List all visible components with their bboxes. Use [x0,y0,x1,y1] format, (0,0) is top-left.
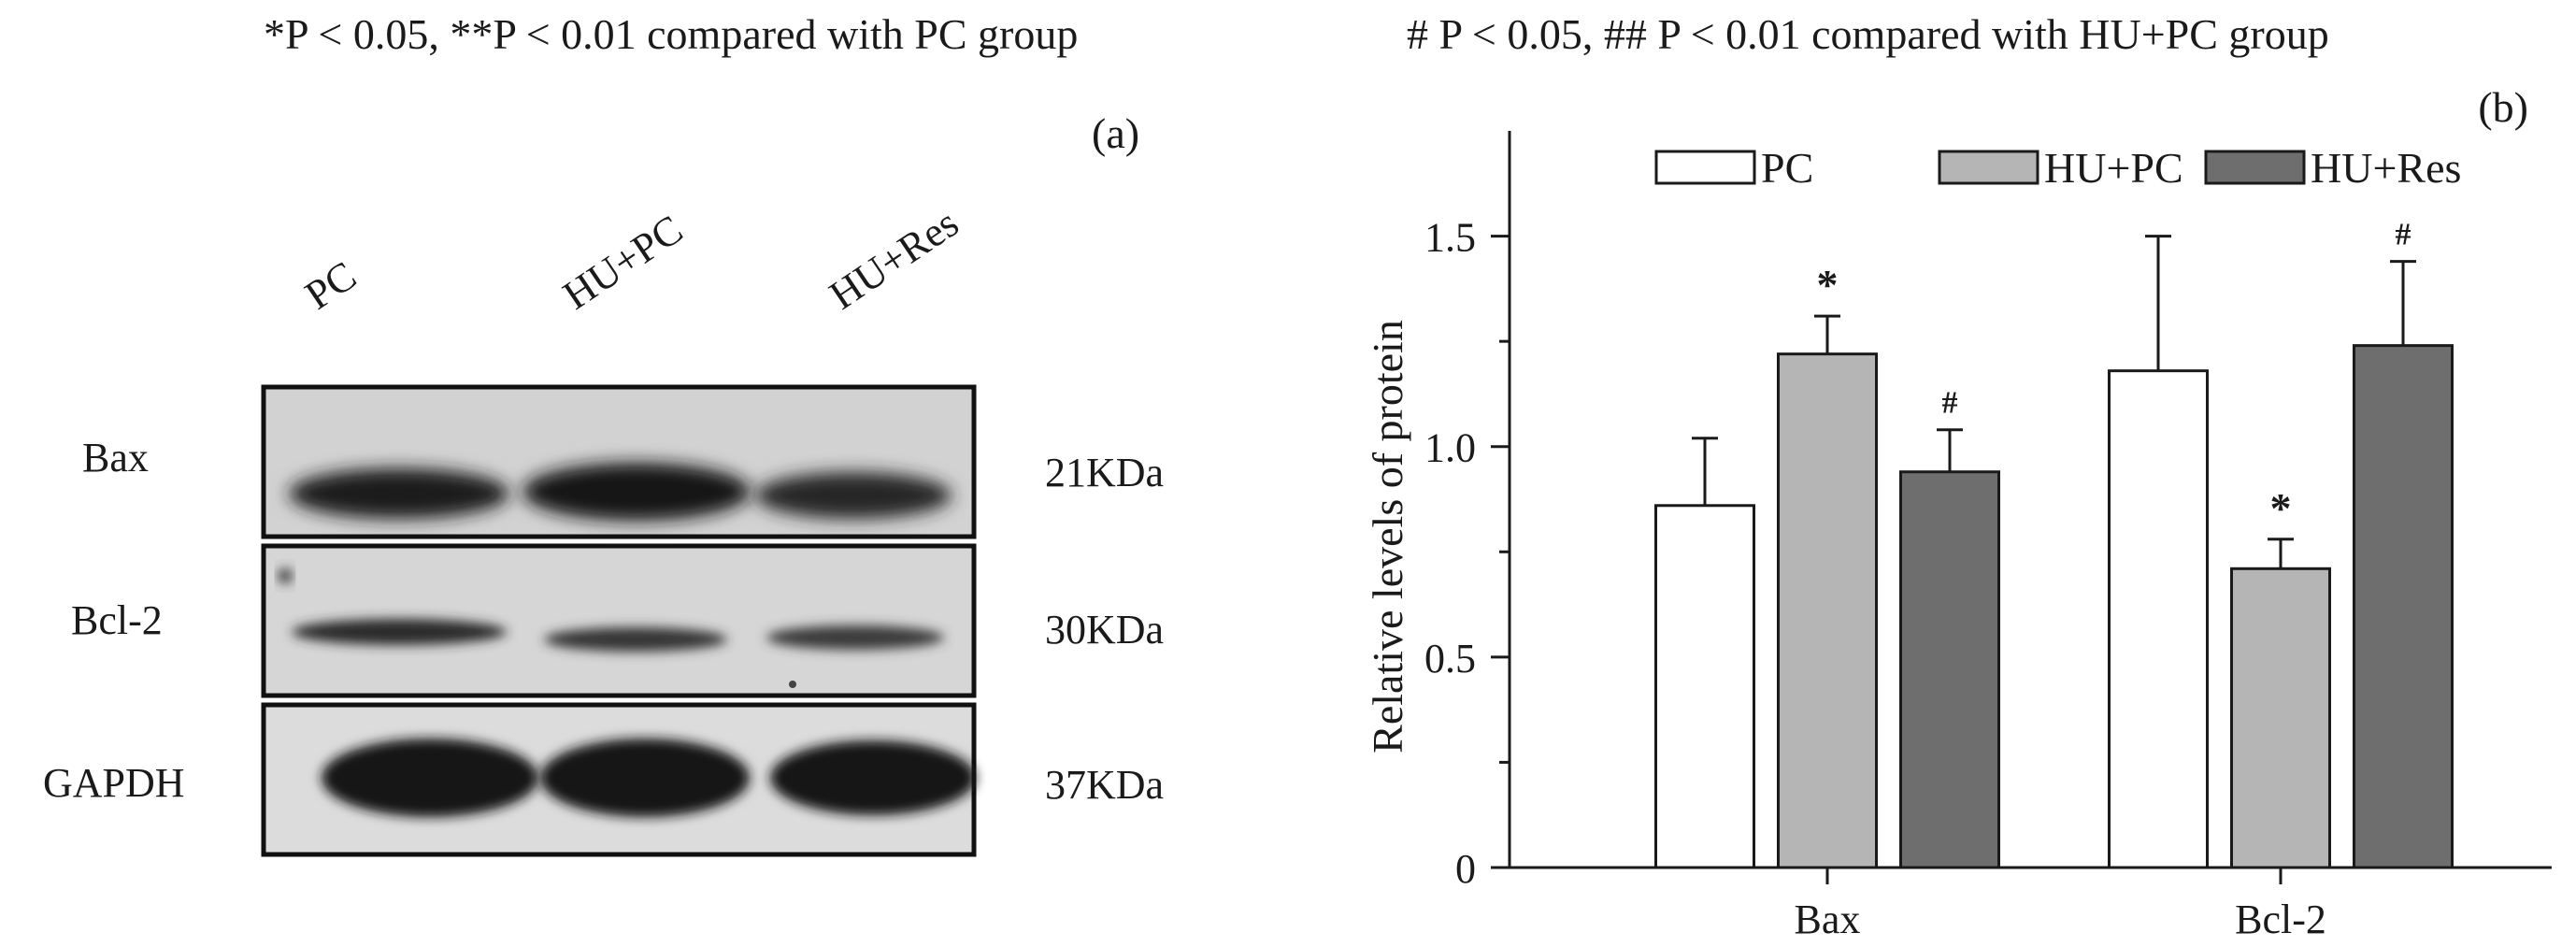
bar [1654,504,1755,869]
significance-mark: # [1942,386,1958,421]
bar [2353,344,2454,869]
legend-label: HU+PC [2044,144,2183,192]
gapdh-band-pc [322,739,538,817]
row-label-gapdh: GAPDH [43,760,185,806]
gapdh-band-hu-res [770,740,976,815]
bar [2230,567,2331,869]
bar [2108,369,2209,869]
bar [1899,470,2000,869]
row-label-bax: Bax [82,435,149,481]
y-tick-label: 1.0 [1424,425,1476,471]
y-tick-label: 0.5 [1424,636,1476,682]
significance-note-right: # P < 0.05, ## P < 0.01 compared with HU… [1407,10,2329,58]
bax-band-hu-res [755,472,952,519]
bar [1777,352,1878,869]
bax-band-pc [289,468,509,519]
legend-swatch [1654,150,1756,185]
legend-swatch [2204,150,2306,185]
legend-label: HU+Res [2311,144,2461,192]
bcl2-band-pc [292,619,507,645]
panel-a-label: (a) [1092,109,1140,157]
size-label-bcl2: 30KDa [1045,607,1165,653]
legend-swatch [1938,150,2039,185]
row-label-bcl2: Bcl-2 [71,597,163,643]
panel-b-label: (b) [2478,84,2528,131]
y-tick-label: 1.5 [1424,215,1476,261]
blot-speck [789,681,796,688]
gapdh-band-hu-pc [540,739,750,817]
bar-chart: 0 0.5 1.0 1.5 Relative levels of protein Bax *… [1364,84,2552,942]
significance-note-left: *P < 0.05, **P < 0.01 compared with PC g… [264,10,1079,58]
bcl2-band-hu-pc [544,627,727,652]
blot-speck [278,568,293,583]
significance-mark: * [1817,261,1839,308]
bax-band-hu-pc [522,463,751,521]
x-tick-label: Bax [1795,897,1861,942]
significance-mark: * [2270,484,2292,532]
size-label-bax: 21KDa [1045,450,1165,495]
western-blot-image [261,384,977,857]
bcl2-band-hu-res [766,625,944,650]
y-axis-label: Relative levels of protein [1364,320,1411,753]
significance-mark: # [2396,218,2411,252]
y-tick-label: 0 [1455,846,1476,892]
legend-label: PC [1761,144,1813,192]
x-tick-label: Bcl-2 [2235,897,2326,942]
size-label-gapdh: 37KDa [1045,762,1165,808]
